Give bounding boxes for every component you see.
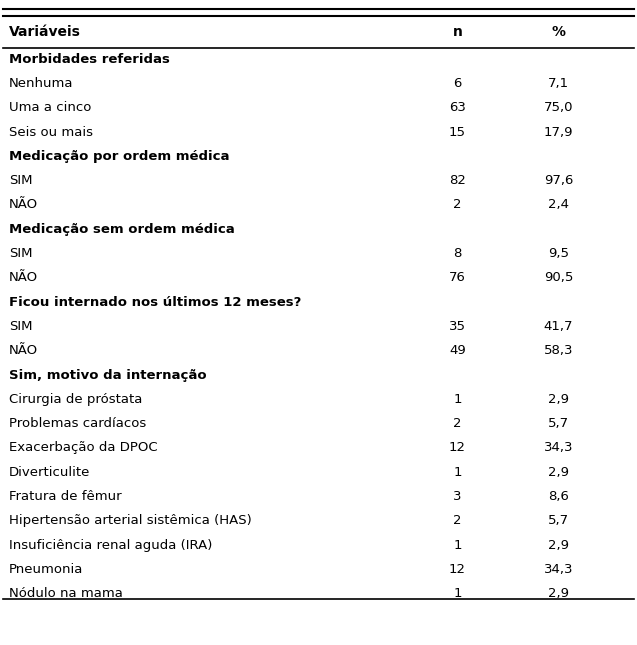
Text: Nódulo na mama: Nódulo na mama (9, 587, 123, 600)
Text: 12: 12 (449, 563, 466, 576)
Text: 5,7: 5,7 (548, 417, 569, 430)
Text: 2: 2 (453, 417, 462, 430)
Text: 82: 82 (449, 174, 466, 187)
Text: NÃO: NÃO (9, 272, 38, 284)
Text: Ficou internado nos últimos 12 meses?: Ficou internado nos últimos 12 meses? (9, 295, 301, 309)
Text: Medicação sem ordem médica: Medicação sem ordem médica (9, 223, 235, 235)
Text: n: n (452, 25, 462, 39)
Text: 34,3: 34,3 (544, 441, 573, 455)
Text: Insuficiência renal aguda (IRA): Insuficiência renal aguda (IRA) (9, 539, 213, 551)
Text: 3: 3 (453, 490, 462, 503)
Text: NÃO: NÃO (9, 199, 38, 212)
Text: 76: 76 (449, 272, 466, 284)
Text: 1: 1 (453, 539, 462, 551)
Text: 75,0: 75,0 (544, 101, 573, 114)
Text: 1: 1 (453, 466, 462, 479)
Text: Hipertensão arterial sistêmica (HAS): Hipertensão arterial sistêmica (HAS) (9, 514, 252, 528)
Text: 2,9: 2,9 (548, 587, 569, 600)
Text: Problemas cardíacos: Problemas cardíacos (9, 417, 147, 430)
Text: 2,9: 2,9 (548, 539, 569, 551)
Text: 12: 12 (449, 441, 466, 455)
Text: 2,9: 2,9 (548, 393, 569, 406)
Text: 1: 1 (453, 587, 462, 600)
Text: 17,9: 17,9 (544, 126, 573, 139)
Text: NÃO: NÃO (9, 344, 38, 357)
Text: 8: 8 (454, 247, 462, 260)
Text: 1: 1 (453, 393, 462, 406)
Text: 2,9: 2,9 (548, 466, 569, 479)
Text: SIM: SIM (9, 174, 32, 187)
Text: 15: 15 (449, 126, 466, 139)
Text: Medicação por ordem médica: Medicação por ordem médica (9, 150, 229, 163)
Text: 9,5: 9,5 (548, 247, 569, 260)
Text: 7,1: 7,1 (548, 77, 569, 90)
Text: 8,6: 8,6 (548, 490, 569, 503)
Text: Cirurgia de próstata: Cirurgia de próstata (9, 393, 143, 406)
Text: Morbidades referidas: Morbidades referidas (9, 53, 170, 66)
Text: 90,5: 90,5 (544, 272, 573, 284)
Text: Sim, motivo da internação: Sim, motivo da internação (9, 368, 207, 382)
Text: 34,3: 34,3 (544, 563, 573, 576)
Text: 41,7: 41,7 (544, 320, 573, 333)
Text: 35: 35 (449, 320, 466, 333)
Text: 2: 2 (453, 514, 462, 528)
Text: Diverticulite: Diverticulite (9, 466, 90, 479)
Text: 5,7: 5,7 (548, 514, 569, 528)
Text: Exacerbação da DPOC: Exacerbação da DPOC (9, 441, 158, 455)
Text: Pneumonia: Pneumonia (9, 563, 83, 576)
Text: 58,3: 58,3 (544, 344, 573, 357)
Text: SIM: SIM (9, 247, 32, 260)
Text: %: % (552, 25, 566, 39)
Text: Seis ou mais: Seis ou mais (9, 126, 93, 139)
Text: 63: 63 (449, 101, 466, 114)
Text: 49: 49 (449, 344, 466, 357)
Text: SIM: SIM (9, 320, 32, 333)
Text: Nenhuma: Nenhuma (9, 77, 74, 90)
Text: 6: 6 (454, 77, 462, 90)
Text: 2: 2 (453, 199, 462, 212)
Text: 97,6: 97,6 (544, 174, 573, 187)
Text: Fratura de fêmur: Fratura de fêmur (9, 490, 122, 503)
Text: 2,4: 2,4 (548, 199, 569, 212)
Text: Variáveis: Variáveis (9, 25, 81, 39)
Text: Uma a cinco: Uma a cinco (9, 101, 92, 114)
